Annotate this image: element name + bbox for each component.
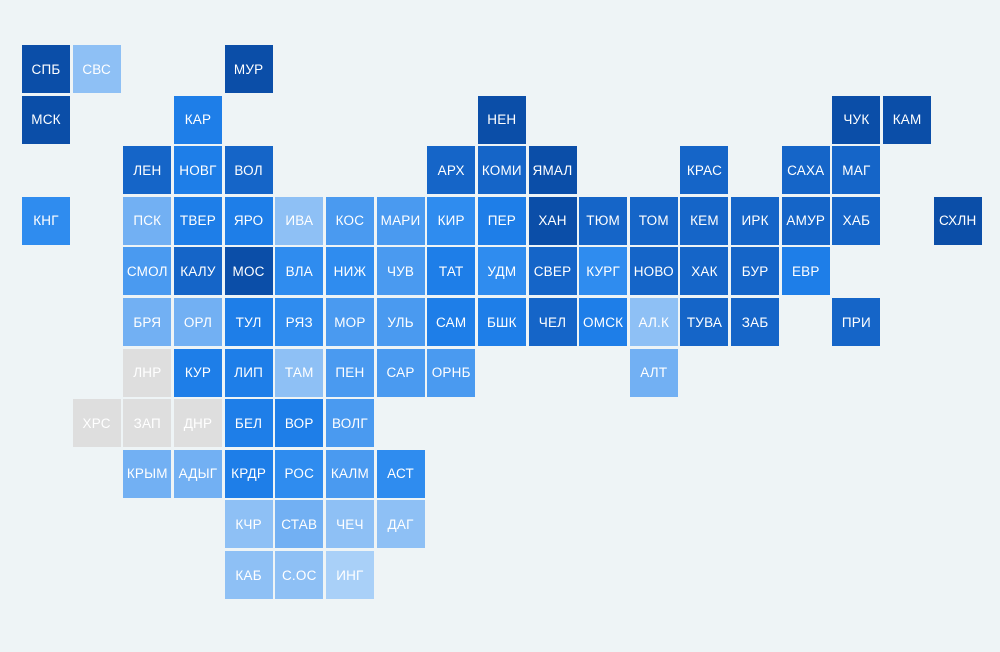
region-tile: ТВЕР bbox=[173, 196, 222, 245]
region-tile: САР bbox=[376, 348, 425, 397]
region-tile: ВОР bbox=[275, 399, 324, 448]
region-tile: РОС bbox=[275, 449, 324, 498]
region-tile: НЕН bbox=[477, 95, 526, 144]
region-tile: ДАГ bbox=[376, 500, 425, 549]
region-tile: ТОМ bbox=[629, 196, 678, 245]
region-tile: НОВО bbox=[629, 247, 678, 296]
region-tile: КАЛМ bbox=[325, 449, 374, 498]
region-tile: ОМСК bbox=[579, 298, 628, 346]
region-tile: РЯЗ bbox=[275, 298, 324, 346]
region-tile: КАР bbox=[173, 95, 222, 144]
region-tile: ДНР bbox=[173, 399, 222, 448]
region-tile: СХЛН bbox=[933, 196, 982, 245]
region-tile: ТЮМ bbox=[579, 196, 628, 245]
region-tile: КРДР bbox=[224, 449, 273, 498]
region-tile: САХА bbox=[781, 146, 830, 195]
region-tile: УЛЬ bbox=[376, 298, 425, 346]
region-tile: СТАВ bbox=[275, 500, 324, 549]
region-tile: АСТ bbox=[376, 449, 425, 498]
region-tile: ПЕР bbox=[477, 196, 526, 245]
region-tile: СПБ bbox=[22, 45, 70, 93]
region-tile: КАБ bbox=[224, 551, 273, 599]
region-tile: КАЛУ bbox=[173, 247, 222, 296]
region-tile: ЛЕН bbox=[123, 146, 172, 195]
region-tile: КОМИ bbox=[477, 146, 526, 195]
region-tile: ХАН bbox=[528, 196, 577, 245]
region-tile: ПЕН bbox=[325, 348, 374, 397]
region-tile: КУР bbox=[173, 348, 222, 397]
region-tile: АЛТ bbox=[629, 348, 678, 397]
region-tile: БРЯ bbox=[123, 298, 172, 346]
region-tile: КУРГ bbox=[579, 247, 628, 296]
region-tile: КЕМ bbox=[680, 196, 729, 245]
region-tile: АДЫГ bbox=[173, 449, 222, 498]
region-tile: БЕЛ bbox=[224, 399, 273, 448]
region-tile: КЧР bbox=[224, 500, 273, 549]
region-tile: ПСК bbox=[123, 196, 172, 245]
region-tile: МСК bbox=[22, 95, 70, 144]
region-tile: ЯРО bbox=[224, 196, 273, 245]
region-tile: ТАМ bbox=[275, 348, 324, 397]
region-tile: ОРНБ bbox=[427, 348, 476, 397]
region-tile: СМОЛ bbox=[123, 247, 172, 296]
region-tile: ЧУВ bbox=[376, 247, 425, 296]
region-tile: АЛ.К bbox=[629, 298, 678, 346]
region-tile: МУР bbox=[224, 45, 273, 93]
region-tile: КНГ bbox=[22, 196, 70, 245]
region-tile: ЧУК bbox=[832, 95, 881, 144]
region-tile: НИЖ bbox=[325, 247, 374, 296]
region-tile: ИРК bbox=[731, 196, 780, 245]
region-tile: ЛНР bbox=[123, 348, 172, 397]
region-tile: КИР bbox=[427, 196, 476, 245]
region-tile: ИВА bbox=[275, 196, 324, 245]
region-tile: С.ОС bbox=[275, 551, 324, 599]
region-tile: ЕВР bbox=[781, 247, 830, 296]
region-tile: САМ bbox=[427, 298, 476, 346]
region-tile: СВЕР bbox=[528, 247, 577, 296]
region-tile: МАРИ bbox=[376, 196, 425, 245]
region-tile: МОР bbox=[325, 298, 374, 346]
region-tile: ПРИ bbox=[832, 298, 881, 346]
region-tile: ХАБ bbox=[832, 196, 881, 245]
region-tile: ОРЛ bbox=[173, 298, 222, 346]
region-tile: КРЫМ bbox=[123, 449, 172, 498]
region-tile: ТУЛ bbox=[224, 298, 273, 346]
region-tile: АМУР bbox=[781, 196, 830, 245]
region-tile: БШК bbox=[477, 298, 526, 346]
region-tile: ЯМАЛ bbox=[528, 146, 577, 195]
region-tile: ЗАБ bbox=[731, 298, 780, 346]
region-tile: ЗАП bbox=[123, 399, 172, 448]
region-tile: ТАТ bbox=[427, 247, 476, 296]
region-tile: УДМ bbox=[477, 247, 526, 296]
region-tile: ВОЛГ bbox=[325, 399, 374, 448]
region-tile: ТУВА bbox=[680, 298, 729, 346]
region-tile: АРХ bbox=[427, 146, 476, 195]
region-tile: ВОЛ bbox=[224, 146, 273, 195]
region-tile: ЧЕЛ bbox=[528, 298, 577, 346]
region-tile: КАМ bbox=[883, 95, 932, 144]
region-tile: ЛИП bbox=[224, 348, 273, 397]
region-tile: ИНГ bbox=[325, 551, 374, 599]
region-tile: МАГ bbox=[832, 146, 881, 195]
region-tile: ХАК bbox=[680, 247, 729, 296]
region-tile: ВЛА bbox=[275, 247, 324, 296]
region-tile: БУР bbox=[731, 247, 780, 296]
region-tile: КОС bbox=[325, 196, 374, 245]
region-tile: ЧЕЧ bbox=[325, 500, 374, 549]
region-tile: СВС bbox=[72, 45, 121, 93]
region-tile: НОВГ bbox=[173, 146, 222, 195]
region-tile: МОС bbox=[224, 247, 273, 296]
region-tile: КРАС bbox=[680, 146, 729, 195]
region-tile: ХРС bbox=[72, 399, 121, 448]
